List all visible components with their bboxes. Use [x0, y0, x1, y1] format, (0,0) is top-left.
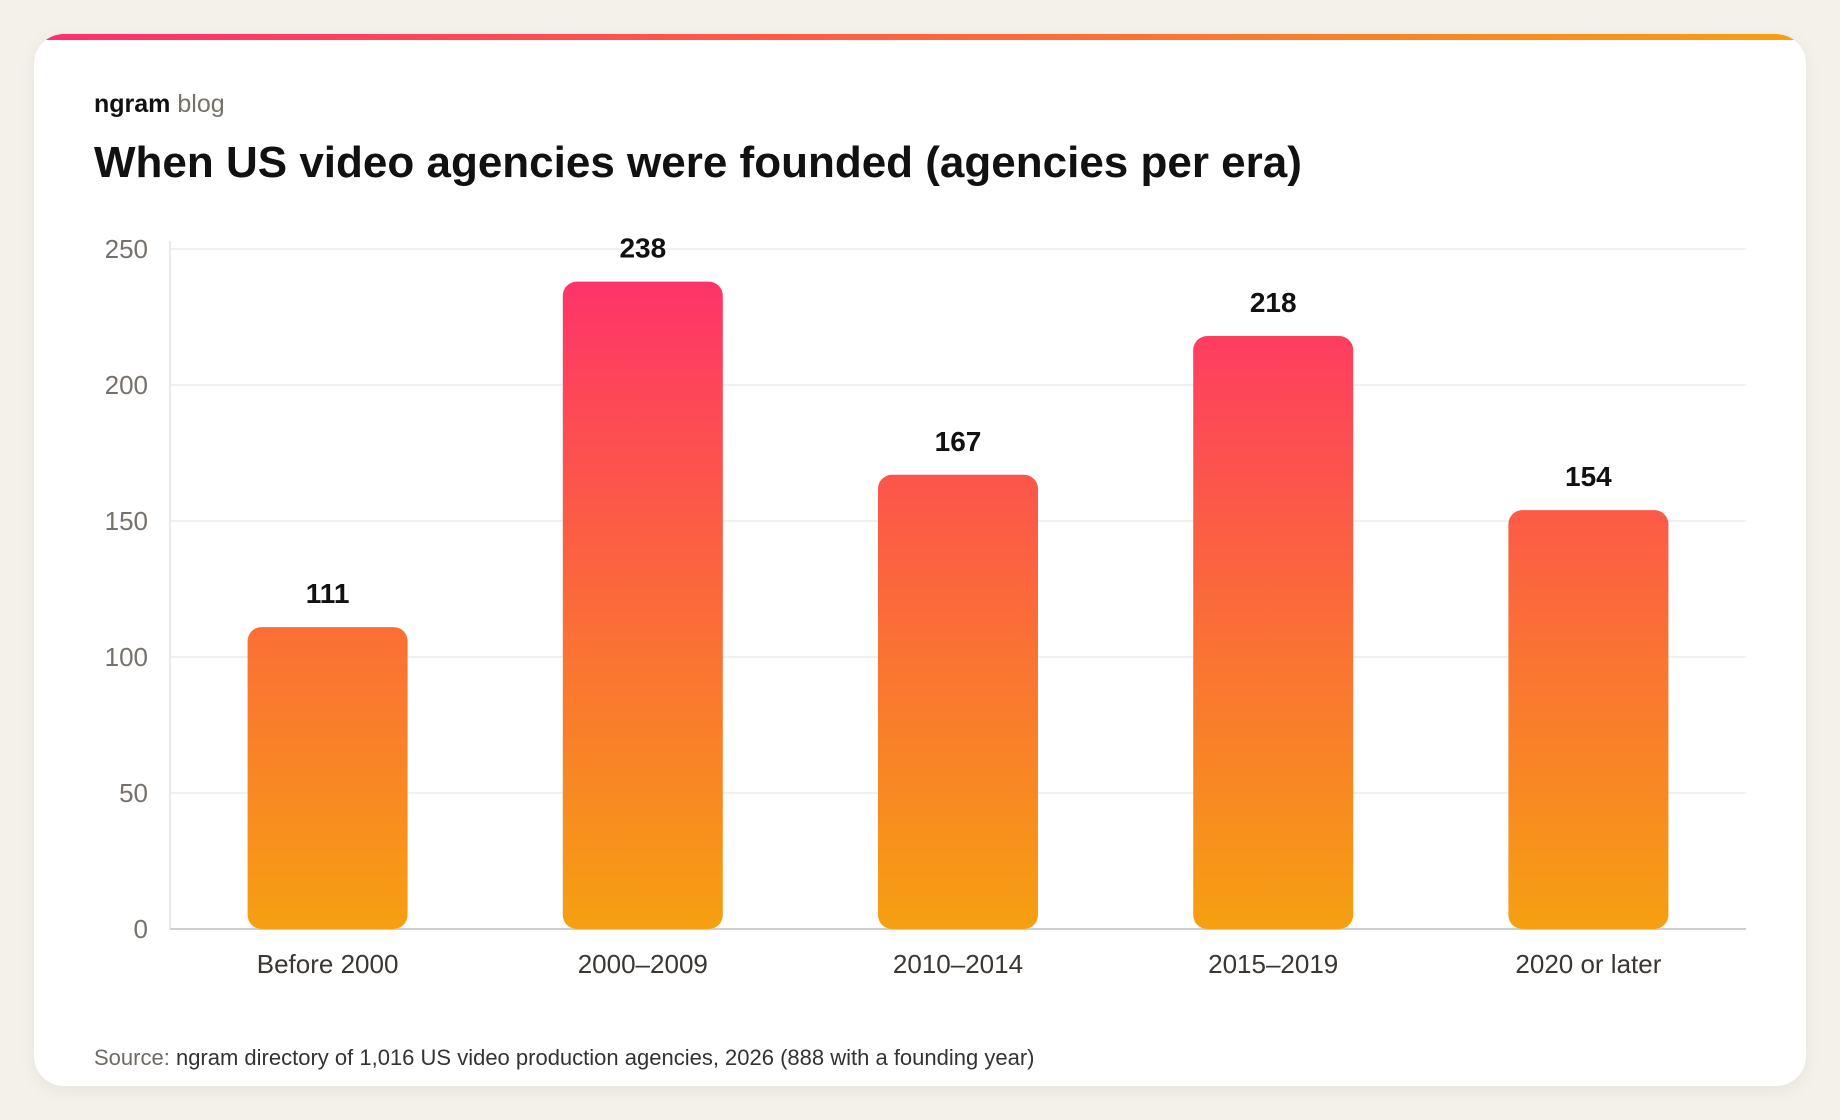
brand-sub: blog: [177, 90, 225, 118]
source-text: ngram directory of 1,016 US video produc…: [175, 1045, 1035, 1070]
bar: [1508, 510, 1669, 929]
y-tick-label: 50: [119, 778, 148, 808]
x-tick-label: 2015–2019: [1208, 949, 1338, 979]
x-tick-label: 2010–2014: [893, 949, 1023, 979]
bar-value-label: 238: [619, 233, 666, 264]
x-tick-label: 2020 or later: [1515, 949, 1661, 979]
brand: ngram blog: [94, 88, 225, 120]
y-tick-label: 150: [105, 506, 148, 536]
source-label: Source:: [94, 1045, 170, 1070]
accent-bar: [34, 34, 1806, 40]
bar: [247, 627, 408, 929]
y-tick-label: 200: [105, 370, 148, 400]
bar: [562, 281, 723, 929]
chart-card: ngram blog When US video agencies were f…: [34, 34, 1806, 1086]
y-tick-label: 250: [105, 234, 148, 264]
y-tick-label: 0: [134, 914, 148, 944]
chart-title: When US video agencies were founded (age…: [94, 138, 1302, 187]
bar-value-label: 218: [1250, 287, 1297, 318]
bar-value-label: 154: [1565, 461, 1612, 492]
source-note: Source: ngram directory of 1,016 US vide…: [94, 1044, 1034, 1072]
bar-value-label: 111: [306, 578, 350, 609]
x-tick-label: Before 2000: [257, 949, 399, 979]
y-tick-label: 100: [105, 642, 148, 672]
x-tick-label: 2000–2009: [578, 949, 708, 979]
bar: [878, 474, 1038, 929]
bar-value-label: 167: [935, 426, 982, 457]
bar-chart: 0 50 100 150 200 250 111 Before 2000 238 2000–200…: [105, 233, 1746, 979]
bar: [1193, 336, 1354, 929]
brand-name: ngram: [94, 90, 171, 118]
